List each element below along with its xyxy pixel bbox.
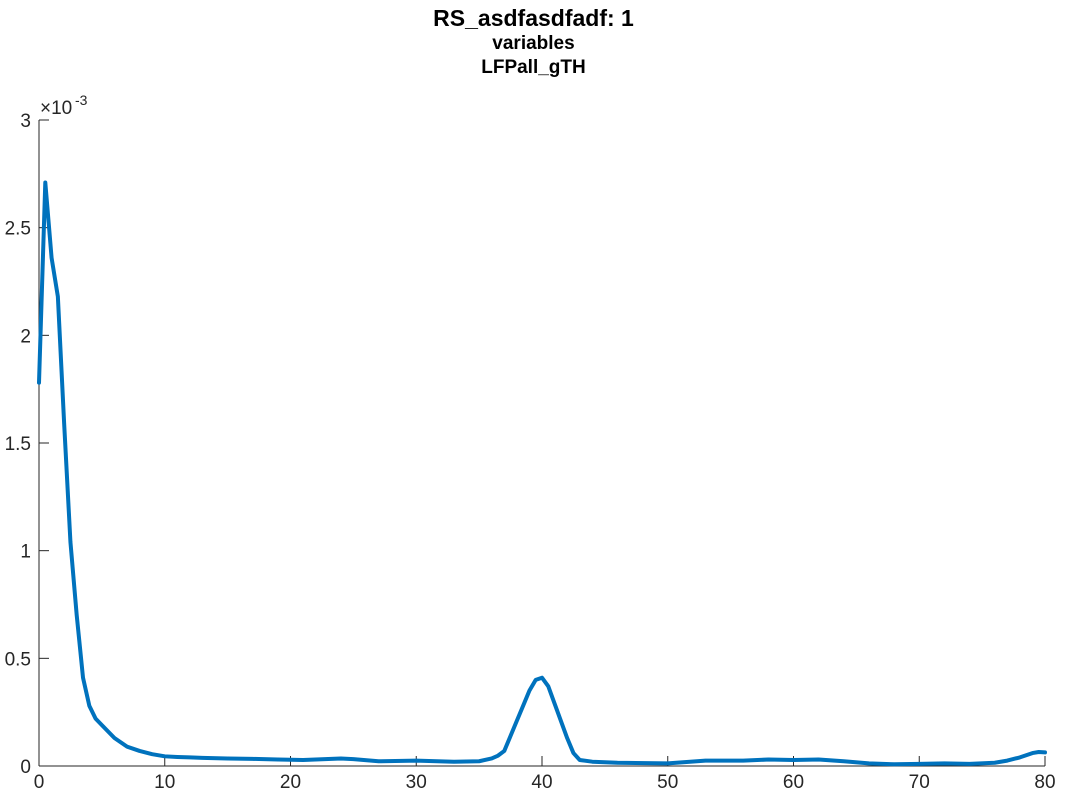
tick-marks [38,119,1046,767]
axes [38,120,1045,767]
x-tick-label: 20 [280,772,301,793]
chart-subtitle-1: variables [492,33,575,54]
y-tick-label: 3 [20,111,31,132]
y-tick-label: 0 [20,757,31,778]
x-tick-label: 30 [406,772,427,793]
x-tick-label: 10 [154,772,175,793]
y-tick-label: 2 [20,326,31,347]
x-tick-label: 0 [34,772,45,793]
chart-title: RS_asdfasdfadf: 1 [433,5,634,31]
series-line-1 [37,180,1047,767]
x-tick-label: 60 [783,772,804,793]
y-exponent-base: ×10 [40,98,72,119]
y-tick-label: 1 [20,542,31,563]
x-tick-label: 80 [1034,772,1055,793]
y-tick-label: 2.5 [5,219,31,240]
y-exponent-power: -3 [75,92,88,108]
chart-titles: RS_asdfasdfadf: 1 variables LFPall_gTH [0,4,1067,80]
x-tick-label: 40 [531,772,552,793]
y-tick-label: 0.5 [5,649,31,670]
tick-labels: 0 10 20 30 40 50 60 70 80 0 0.5 1 1.5 2 2.5 3 [5,111,1056,793]
chart-subtitle-2: LFPall_gTH [481,57,586,78]
x-tick-label: 50 [657,772,678,793]
y-tick-label: 1.5 [5,434,31,455]
series-group [37,180,1047,767]
x-tick-label: 70 [909,772,930,793]
